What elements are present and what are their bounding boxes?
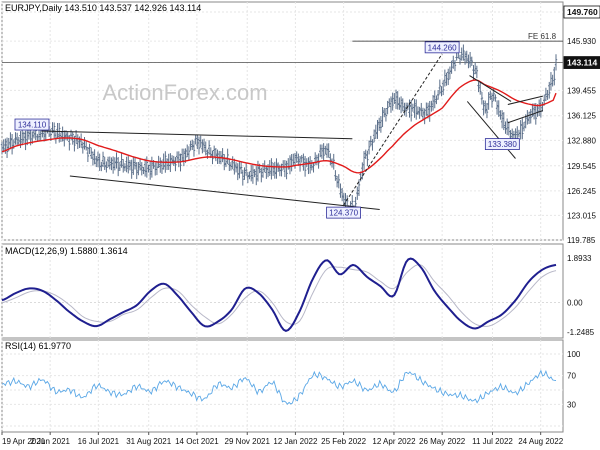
- x-tick-label: 14 Oct 2021: [175, 437, 219, 446]
- trendline: [507, 95, 543, 105]
- macd-y-tick-label: 0.00: [567, 299, 583, 308]
- annotation-box: [484, 138, 520, 150]
- annotation-label: 144.260: [428, 43, 457, 52]
- rsi-panel-frame: [1, 339, 564, 433]
- macd-y-tick-label: -1.2485: [567, 328, 595, 337]
- x-tick-label: 26 May 2022: [419, 437, 466, 446]
- x-tick-label: 19 Apr 2021: [2, 437, 46, 446]
- price-y-tick-label: 126.245: [567, 187, 596, 196]
- annotation-box: [424, 41, 460, 54]
- x-tick-label: 12 Apr 2022: [372, 437, 416, 446]
- macd-y-tick-label: 1.8933: [567, 254, 592, 263]
- price-y-tick-label: 123.015: [567, 211, 596, 220]
- rsi-y-tick-label: 70: [567, 372, 576, 381]
- rsi-panel: [1, 369, 557, 405]
- annotation-box: [14, 118, 50, 131]
- annotation-label: 124.370: [329, 209, 358, 218]
- trendline: [69, 175, 380, 210]
- price-panel: FE 61.8 134.110 124.370 144.260 133.380: [0, 32, 563, 219]
- moving-average-line: [1, 79, 557, 174]
- x-tick-label: 29 Nov 2021: [225, 437, 271, 446]
- fe-level-label: FE 61.8: [528, 32, 557, 41]
- last-price-label: 143.114: [567, 58, 598, 68]
- x-tick-label: 24 Aug 2022: [518, 437, 563, 446]
- rsi-y-tick-label: 100: [567, 350, 581, 359]
- rsi-line: [1, 369, 557, 405]
- last-price-box: [563, 56, 600, 69]
- trendline: [41, 130, 353, 140]
- price-y-tick-label: 136.125: [567, 112, 596, 121]
- top-price-label: 149.760: [567, 7, 598, 17]
- annotation-label: 134.110: [18, 121, 47, 130]
- price-title: EURJPY,Daily 143.510 143.537 142.926 143…: [5, 3, 201, 13]
- rsi-title: RSI(14) 61.9770: [5, 341, 71, 351]
- trendline: [343, 53, 443, 206]
- macd-signal-line: [1, 264, 557, 327]
- x-tick-label: 31 Aug 2021: [126, 437, 171, 446]
- watermark: ActionForex.com: [102, 80, 267, 105]
- macd-line: [1, 257, 557, 332]
- macd-title: MACD(12,26,9) 1.5880 1.3614: [5, 246, 128, 256]
- x-tick-label: 25 Feb 2022: [321, 437, 366, 446]
- price-y-tick-label: 119.785: [567, 236, 596, 245]
- trendline: [469, 75, 512, 102]
- annotation-label: 133.380: [488, 140, 517, 149]
- x-tick-label: 12 Jan 2022: [273, 437, 318, 446]
- price-y-tick-label: 139.455: [567, 86, 596, 95]
- trendline: [507, 110, 544, 124]
- price-panel-frame: [1, 1, 564, 241]
- macd-panel: [1, 257, 563, 332]
- x-tick-label: 16 Jul 2021: [78, 437, 120, 446]
- macd-panel-frame: [1, 243, 564, 339]
- top-price-box: [563, 5, 600, 19]
- price-y-tick-label: 132.880: [567, 136, 596, 145]
- price-y-tick-label: 145.930: [567, 37, 596, 46]
- annotation-box: [326, 206, 361, 219]
- price-y-tick-label: 129.545: [567, 162, 596, 171]
- x-tick-label: 11 Jul 2022: [472, 437, 513, 446]
- x-tick-label: 2 Jun 2021: [30, 437, 70, 446]
- panel-frames: [1, 1, 564, 433]
- axis-labels: 149.760 145.930 143.114 139.455 136.125 132.8…: [1, 5, 600, 446]
- rsi-y-tick-label: 30: [567, 400, 576, 409]
